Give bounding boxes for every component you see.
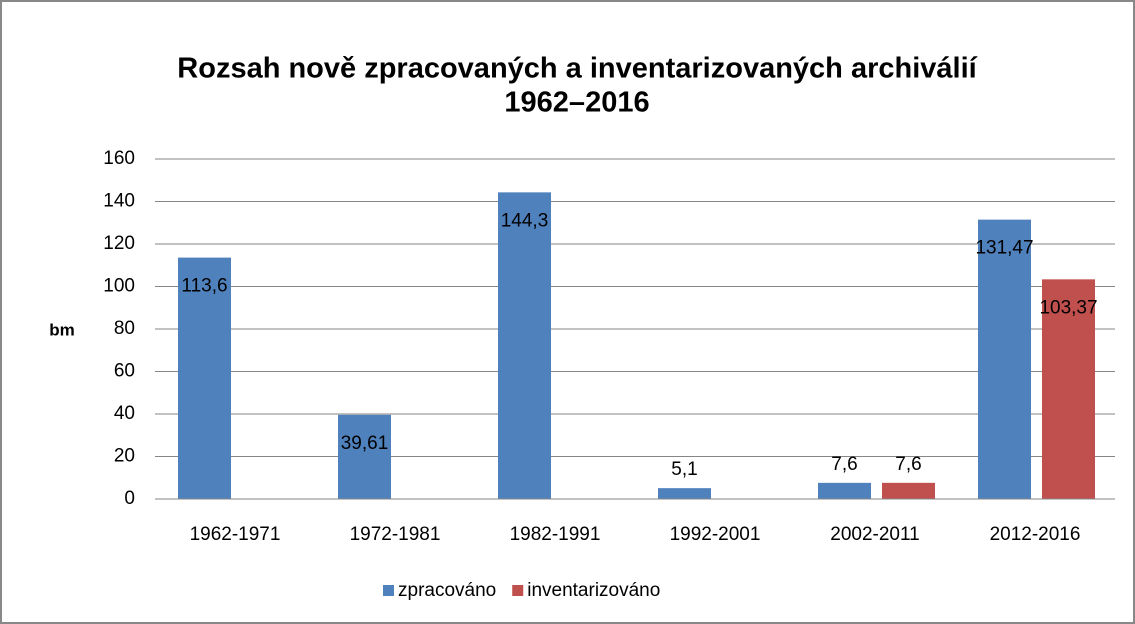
y-axis-label: bm (49, 320, 75, 339)
data-label: 7,6 (831, 454, 857, 475)
y-tick-label: 100 (103, 276, 135, 297)
x-tick-label: 1992-2001 (670, 524, 761, 545)
bar (658, 488, 711, 499)
bar (882, 482, 935, 499)
x-tick-label: 2002-2011 (830, 524, 919, 545)
data-label: 113,6 (181, 276, 227, 297)
legend-swatch (512, 585, 524, 596)
y-tick-label: 40 (114, 403, 135, 424)
x-tick-label: 1972-1981 (350, 524, 441, 545)
data-label: 131,47 (975, 238, 1033, 259)
y-tick-label: 120 (103, 233, 135, 254)
y-tick-label: 80 (114, 318, 135, 339)
legend-label: inventarizováno (527, 580, 660, 601)
bar (338, 414, 391, 499)
y-tick-label: 60 (114, 361, 135, 382)
bar (498, 192, 551, 500)
y-tick-label: 140 (103, 191, 135, 212)
chart-title: 1962–2016 (504, 87, 649, 119)
legend-label: zpracováno (398, 580, 496, 601)
data-label: 144,3 (501, 210, 549, 231)
y-tick-label: 20 (114, 446, 135, 467)
y-tick-label: 0 (124, 488, 135, 509)
x-tick-label: 1982-1991 (510, 524, 601, 545)
data-label: 7,6 (895, 454, 921, 475)
bar (818, 482, 871, 499)
bar (1042, 279, 1095, 499)
bar (978, 219, 1031, 499)
data-label: 39,61 (341, 433, 389, 454)
x-tick-label: 1962-1971 (190, 524, 281, 545)
y-tick-label: 160 (103, 148, 135, 169)
legend-swatch (383, 585, 394, 596)
bar (178, 257, 231, 499)
data-label: 103,37 (1039, 297, 1097, 318)
data-label: 5,1 (671, 459, 697, 480)
x-tick-label: 2012-2016 (990, 524, 1081, 545)
chart-title: Rozsah nově zpracovaných a inventarizova… (177, 53, 977, 85)
